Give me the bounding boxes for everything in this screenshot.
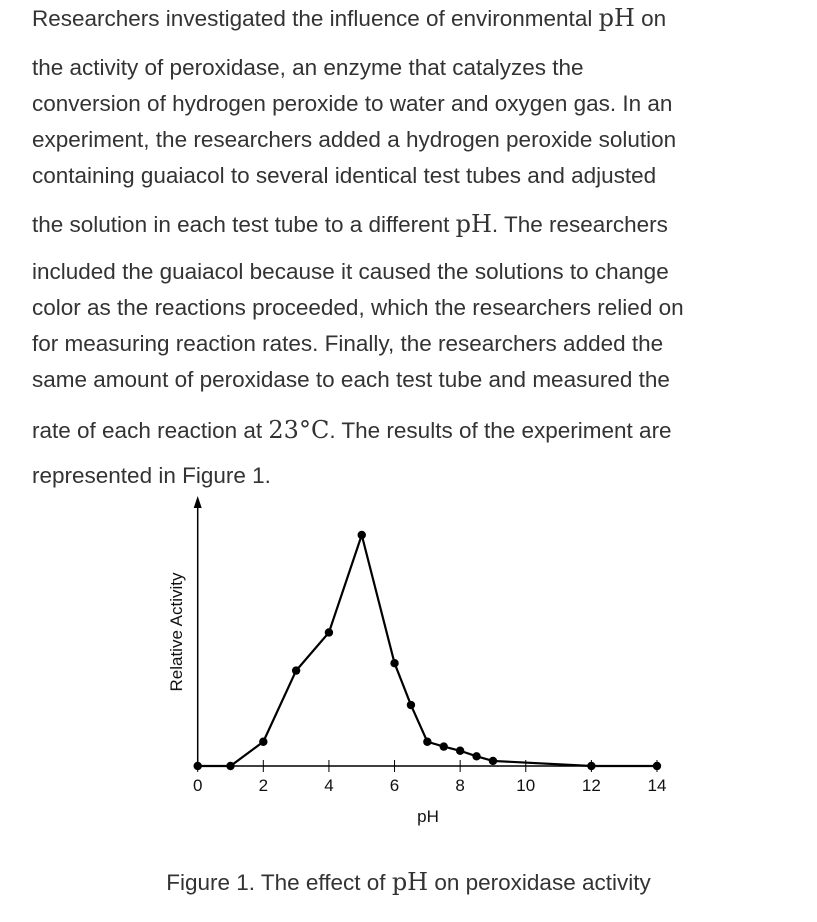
data-point (587, 761, 596, 771)
data-line (197, 531, 657, 768)
data-point (406, 700, 416, 710)
text-segment: same amount of peroxidase to each test t… (32, 367, 670, 392)
text-segment: on peroxidase activity (428, 870, 651, 895)
x-tick-label: 2 (259, 776, 268, 795)
data-point (193, 761, 202, 771)
x-tick-label: 12 (582, 776, 601, 795)
text-segment: rate of each reaction at (32, 418, 269, 443)
x-tick-label: 6 (390, 776, 399, 795)
paragraph-line: Researchers investigated the influence o… (32, 4, 666, 33)
figure-caption: Figure 1. The effect of pH on peroxidase… (0, 868, 817, 896)
x-tick-label: 14 (648, 776, 667, 795)
paragraph-line: the solution in each test tube to a diff… (32, 210, 668, 239)
text-segment: . The results of the experiment are (329, 418, 672, 443)
paragraph-line: for measuring reaction rates. Finally, t… (32, 330, 663, 358)
text-segment: experiment, the researchers added a hydr… (32, 127, 677, 152)
paragraph-line: rate of each reaction at 23°C. The resul… (32, 416, 672, 445)
data-point (390, 659, 399, 668)
paragraph-line: color as the reactions proceeded, which … (32, 294, 684, 322)
data-point (423, 737, 432, 746)
x-tick-label: 8 (455, 776, 464, 795)
y-axis-label: Relative Activity (167, 572, 186, 692)
text-segment: color as the reactions proceeded, which … (32, 295, 684, 320)
paragraph-line: experiment, the researchers added a hydr… (32, 126, 676, 154)
math-expression: pH (598, 4, 635, 32)
text-segment: containing guaiacol to several identical… (32, 163, 657, 188)
math-expression: pH (391, 868, 429, 896)
y-axis-arrow (193, 496, 202, 508)
data-point (472, 752, 481, 761)
text-segment: for measuring reaction rates. Finally, t… (32, 331, 664, 356)
x-tick-label: 4 (324, 776, 333, 795)
x-tick-label: 10 (516, 776, 535, 795)
math-expression: 23°C (268, 416, 330, 444)
paragraph-line: the activity of peroxidase, an enzyme th… (32, 54, 584, 82)
text-segment: represented in Figure 1. (32, 463, 271, 488)
data-point (324, 628, 334, 637)
data-point (259, 737, 268, 746)
data-point (226, 761, 235, 771)
text-segment: Researchers investigated the influence o… (32, 6, 599, 31)
text-segment: the solution in each test tube to a diff… (32, 212, 456, 237)
data-point (439, 742, 448, 751)
x-tick-label: 0 (193, 776, 202, 795)
math-expression: pH (455, 210, 492, 238)
data-point (291, 666, 301, 675)
text-segment: Figure 1. The effect of (166, 870, 392, 895)
paragraph-line: represented in Figure 1. (32, 462, 271, 490)
text-segment: . The researchers (491, 212, 668, 237)
text-segment: the activity of peroxidase, an enzyme th… (32, 55, 584, 80)
paragraph-line: containing guaiacol to several identical… (32, 162, 656, 190)
paragraph-line: conversion of hydrogen peroxide to water… (32, 90, 672, 118)
text-segment: on (634, 6, 667, 31)
paragraph-line: same amount of peroxidase to each test t… (32, 366, 670, 394)
text-segment: conversion of hydrogen peroxide to water… (32, 91, 673, 116)
text-segment: included the guaiacol because it caused … (32, 259, 669, 284)
data-point (652, 761, 662, 771)
x-axis-label: pH (417, 807, 439, 826)
paragraph-line: included the guaiacol because it caused … (32, 258, 669, 286)
data-point (488, 756, 498, 766)
data-point (357, 530, 366, 540)
data-point (455, 746, 465, 755)
